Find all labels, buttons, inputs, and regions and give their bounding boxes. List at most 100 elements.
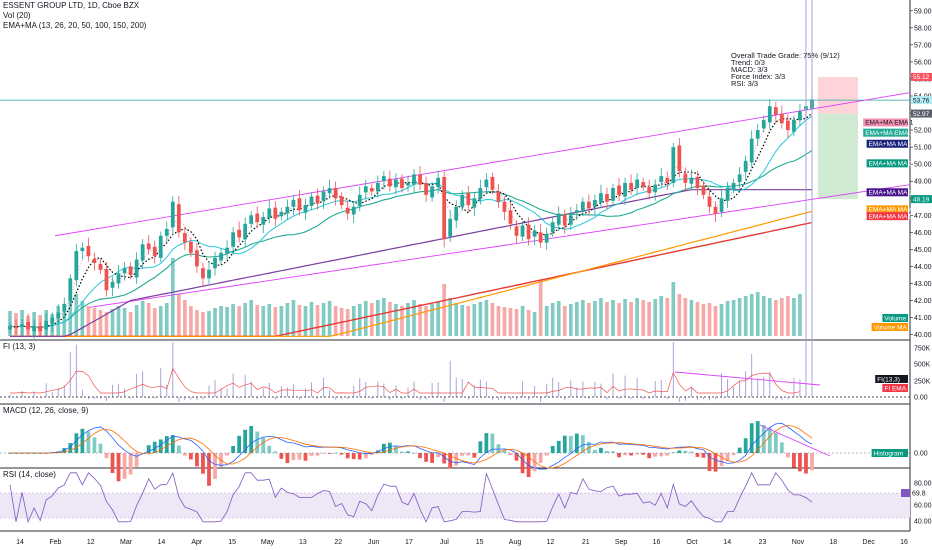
fi-trend-line bbox=[674, 371, 821, 386]
fi-axis-label: 500K bbox=[914, 362, 931, 369]
candle-body bbox=[611, 188, 615, 201]
candle-body bbox=[182, 233, 187, 243]
volume-bar bbox=[382, 298, 386, 336]
time-axis-label: Oct bbox=[686, 539, 697, 546]
upper-channel-line bbox=[54, 92, 911, 237]
volume-bar bbox=[225, 307, 229, 336]
candle-body bbox=[110, 281, 115, 288]
volume-bar bbox=[786, 296, 790, 336]
candle-body bbox=[677, 145, 682, 171]
candle-body bbox=[357, 194, 362, 206]
volume-bar bbox=[593, 301, 597, 336]
volume-bar bbox=[767, 298, 772, 336]
candle-body bbox=[508, 210, 513, 224]
candle-body bbox=[792, 119, 796, 132]
macd-histogram-bar bbox=[743, 438, 748, 453]
fi-axis-label: 0.00 bbox=[914, 395, 928, 402]
volume-bar bbox=[761, 296, 766, 336]
candle-body bbox=[556, 213, 561, 225]
volume-bar bbox=[315, 305, 320, 336]
volume-bar bbox=[707, 303, 712, 336]
price-tag bbox=[866, 212, 908, 221]
candle-body bbox=[207, 269, 211, 279]
macd-histogram-bar bbox=[231, 446, 235, 453]
volume-bar bbox=[369, 303, 374, 336]
time-axis-label: 12 bbox=[547, 539, 555, 546]
candle-body bbox=[152, 246, 157, 257]
volume-bar bbox=[321, 303, 326, 336]
candle-body bbox=[514, 226, 519, 236]
volume-bar bbox=[219, 306, 223, 336]
macd-histogram-bar bbox=[454, 453, 459, 466]
stop-loss-zone bbox=[818, 76, 858, 114]
time-axis-label: Apr bbox=[191, 539, 203, 546]
volume-bar bbox=[351, 306, 356, 336]
volume-bar bbox=[454, 303, 459, 336]
candle-body bbox=[201, 268, 205, 279]
volume-bar bbox=[737, 298, 742, 336]
macd-histogram-bar bbox=[629, 453, 633, 456]
candle-body bbox=[351, 206, 356, 215]
macd-panel-label: MACD (12, 26, close, 9) bbox=[3, 406, 89, 415]
candle-body bbox=[128, 266, 133, 275]
trade-zones bbox=[0, 76, 910, 200]
volume-bar bbox=[653, 299, 658, 336]
macd-histogram-bar bbox=[388, 442, 392, 453]
candle-body bbox=[345, 207, 350, 214]
price-tag-label: EMA+MA MA 2 bbox=[869, 161, 913, 168]
volume-bar bbox=[556, 301, 561, 336]
volume-bar bbox=[719, 304, 724, 336]
volume-tag bbox=[882, 314, 908, 322]
volume-bar bbox=[249, 300, 254, 336]
candle-body bbox=[237, 229, 242, 238]
candle-body bbox=[430, 186, 434, 198]
volume-bar bbox=[279, 306, 284, 336]
time-axis-label: 21 bbox=[582, 539, 590, 546]
candle-body bbox=[689, 177, 694, 184]
time-axis-label: 14 bbox=[723, 539, 731, 546]
candle-body bbox=[472, 198, 477, 208]
candle-body bbox=[635, 179, 640, 189]
ema-indicator-label: EMA+MA (13, 26, 20, 50, 100, 150, 200) bbox=[3, 21, 147, 30]
candle-body bbox=[532, 230, 537, 237]
time-axis-label: 17 bbox=[405, 539, 413, 546]
macd-histogram-bar bbox=[406, 451, 410, 453]
macd-histogram-bar bbox=[418, 453, 422, 459]
axes: 59.0058.0057.0056.0055.0054.0053.0052.00… bbox=[16, 8, 932, 546]
macd-histogram-bar bbox=[478, 441, 483, 453]
volume-bar bbox=[581, 300, 585, 336]
trade-grade-line: Trend: 0/3 bbox=[731, 58, 765, 67]
macd-histogram-bar bbox=[605, 450, 609, 453]
macd-histogram-bar bbox=[568, 435, 573, 453]
volume-bar bbox=[122, 308, 127, 336]
volume-bar bbox=[671, 282, 676, 336]
candle-body bbox=[170, 201, 175, 228]
volume-bar bbox=[285, 303, 290, 336]
volume-bar bbox=[261, 306, 266, 336]
candle-body bbox=[50, 317, 55, 324]
macd-histogram-bar bbox=[122, 453, 127, 479]
trade-grade-line: Force Index: 3/3 bbox=[731, 72, 785, 81]
candle-body bbox=[134, 259, 139, 278]
volume-bar bbox=[183, 300, 187, 336]
volume-bar bbox=[623, 299, 627, 336]
price-tag bbox=[911, 109, 932, 118]
macd-histogram-bar bbox=[647, 453, 652, 459]
candle-body bbox=[767, 106, 772, 123]
candle-body bbox=[68, 278, 73, 302]
price-axis-label: 40.00 bbox=[914, 332, 932, 339]
candle-body bbox=[104, 268, 109, 291]
volume-bar bbox=[490, 303, 495, 336]
price-axis-label: 47.00 bbox=[914, 213, 932, 220]
macd-histogram-bar bbox=[255, 431, 260, 453]
macd-histogram-bar bbox=[798, 453, 802, 472]
volume-bar bbox=[731, 300, 736, 336]
candle-body bbox=[225, 247, 229, 254]
volume-bar bbox=[303, 306, 308, 336]
candle-body bbox=[737, 174, 742, 183]
volume-bar bbox=[514, 309, 519, 336]
candle-body bbox=[8, 326, 12, 330]
volume-bar bbox=[170, 258, 175, 336]
